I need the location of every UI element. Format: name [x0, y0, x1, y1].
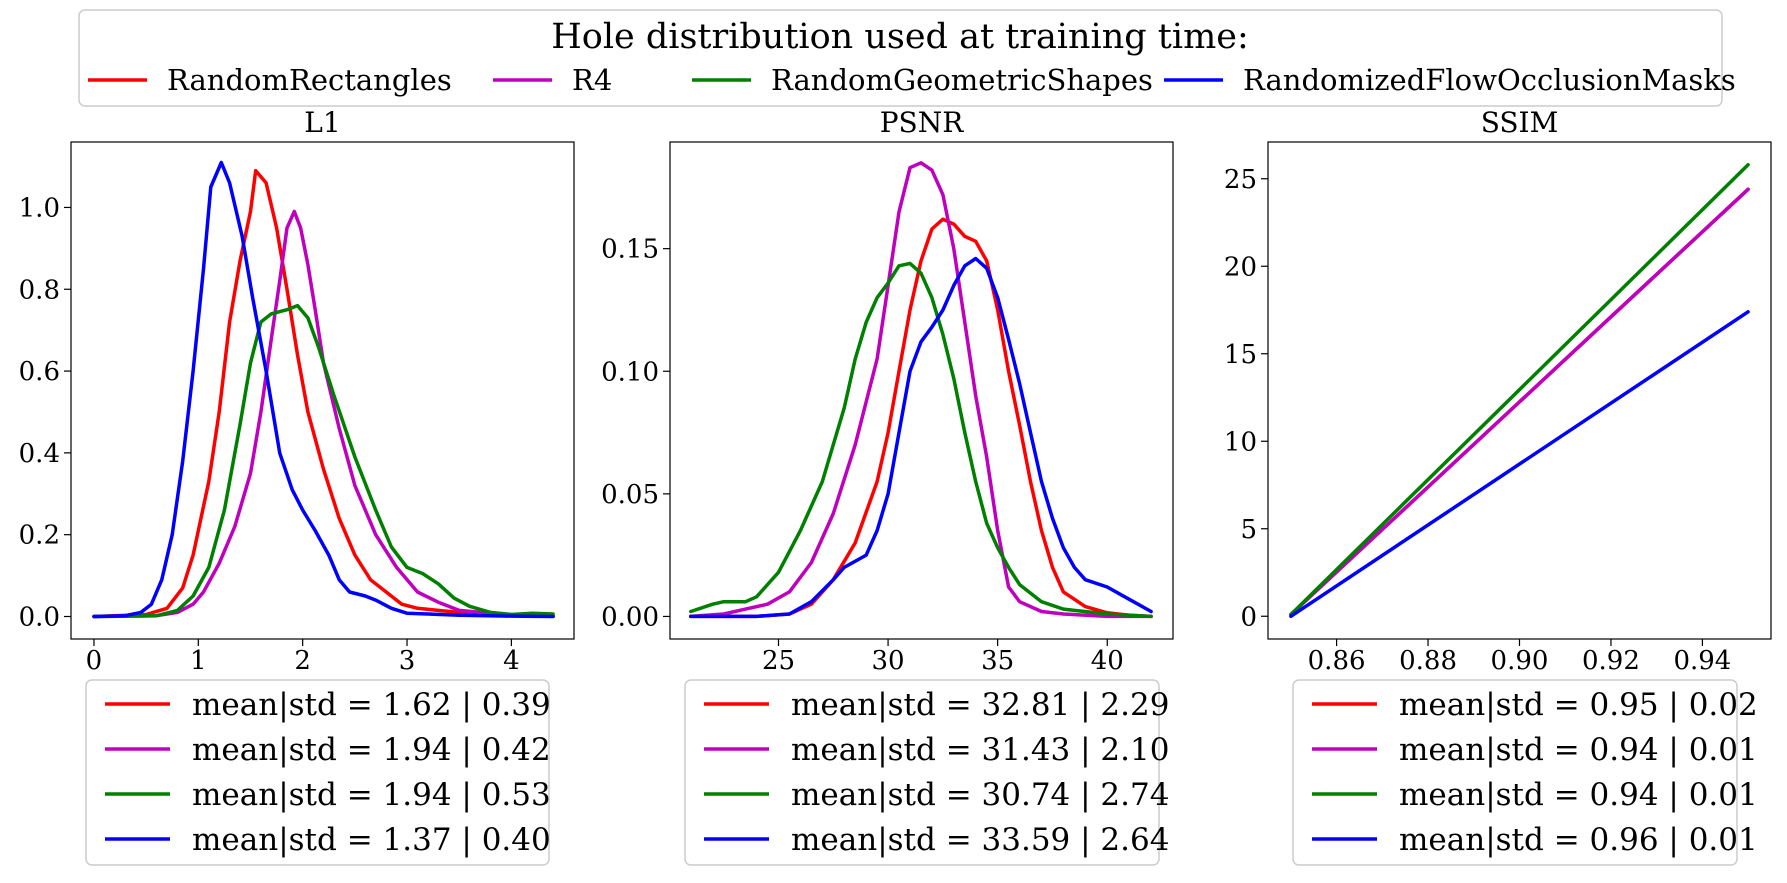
- x-tick-label: 0: [86, 646, 103, 676]
- stats-label-randomgeometricshapes: mean|std = 1.94 | 0.53: [192, 777, 551, 813]
- top-legend-frame: [78, 9, 1723, 107]
- series-lines: [689, 161, 1153, 619]
- stats-label-randomizedflowocclusionmasks: mean|std = 0.96 | 0.01: [1399, 822, 1758, 858]
- stats-legend-frame: [684, 679, 1160, 866]
- x-tick-label: 4: [503, 646, 520, 676]
- series-lines: [92, 160, 555, 619]
- x-tick-label: 3: [399, 646, 416, 676]
- y-tick-label: 0: [1240, 602, 1257, 632]
- stats-label-r4: mean|std = 0.94 | 0.01: [1399, 732, 1758, 768]
- axes-frame: [669, 141, 1174, 640]
- x-tick-label: 0.90: [1491, 646, 1549, 676]
- stats-legend-frame: [1292, 679, 1738, 866]
- stats-label-randomrectangles: mean|std = 1.62 | 0.39: [192, 687, 551, 723]
- x-tick-label: 2: [294, 646, 311, 676]
- stats-label-randomizedflowocclusionmasks: mean|std = 1.37 | 0.40: [192, 822, 551, 858]
- x-tick-label: 0.86: [1308, 646, 1366, 676]
- series-line-randomgeometricshapes: [689, 261, 1153, 619]
- x-tick-label: 0.88: [1399, 646, 1457, 676]
- series-line-randomizedflowocclusionmasks: [689, 256, 1153, 619]
- stats-label-randomgeometricshapes: mean|std = 0.94 | 0.01: [1399, 777, 1758, 813]
- y-tick-label: 15: [1224, 340, 1257, 370]
- top-legend: Hole distribution used at training time:…: [78, 9, 1736, 107]
- y-tick-label: 0.10: [601, 357, 659, 387]
- stats-legend-psnr: mean|std = 32.81 | 2.29 mean|std = 31.43 …: [684, 679, 1169, 866]
- stats-label-r4: mean|std = 31.43 | 2.10: [791, 732, 1169, 768]
- x-tick-label: 1: [190, 646, 207, 676]
- stats-legend-l1: mean|std = 1.62 | 0.39 mean|std = 1.94 | …: [85, 679, 551, 866]
- y-tick-label: 5: [1240, 515, 1257, 545]
- stats-label-randomrectangles: mean|std = 0.95 | 0.02: [1399, 687, 1758, 723]
- y-tick-label: 0.2: [19, 521, 60, 551]
- x-tick-label: 35: [981, 646, 1014, 676]
- x-tick-label: 25: [762, 646, 795, 676]
- y-tick-label: 0.8: [19, 275, 60, 305]
- y-tick-label: 20: [1224, 252, 1257, 282]
- axes-frame: [70, 141, 575, 640]
- series-line-randomrectangles: [689, 217, 1153, 619]
- legend-label-r4: R4: [572, 63, 612, 97]
- series-line-r4: [92, 209, 555, 619]
- series-line-randomizedflowocclusionmasks: [92, 160, 555, 619]
- y-tick-label: 25: [1224, 165, 1257, 195]
- series-line-randomgeometricshapes: [92, 303, 555, 619]
- stats-label-randomrectangles: mean|std = 32.81 | 2.29: [791, 687, 1169, 723]
- stats-legend-frame: [85, 679, 550, 866]
- x-tick-label: 40: [1091, 646, 1124, 676]
- stats-label-randomizedflowocclusionmasks: mean|std = 33.59 | 2.64: [791, 822, 1169, 858]
- panel-psnr: PSNR 25 30 35 40 0.00 0.05 0.10 0.15 mean|std = 3…: [601, 106, 1174, 866]
- panel-title-l1: L1: [304, 106, 340, 139]
- panel-title-ssim: SSIM: [1481, 106, 1559, 139]
- stats-label-randomgeometricshapes: mean|std = 30.74 | 2.74: [791, 777, 1169, 813]
- y-tick-label: 1.0: [19, 193, 60, 223]
- panel-l1: L1 0 1 2 3 4 0.0 0.2 0.4 0.6 0.8 1.0 mean|std = 1.62…: [19, 106, 575, 866]
- y-tick-label: 0.0: [19, 603, 60, 633]
- series-line-randomgeometricshapes: [1289, 163, 1750, 617]
- series-line-r4: [1289, 187, 1750, 617]
- x-tick-label: 30: [872, 646, 905, 676]
- x-tick-label: 0.94: [1673, 646, 1731, 676]
- y-tick-label: 0.05: [601, 480, 659, 510]
- y-tick-label: 0.6: [19, 357, 60, 387]
- series-line-r4: [689, 161, 1153, 619]
- x-tick-label: 0.92: [1582, 646, 1640, 676]
- panel-ssim: SSIM 0.86 0.88 0.90 0.92 0.94 0 5 10 15 20 25 mean|s…: [1224, 106, 1772, 866]
- y-tick-label: 0.4: [19, 439, 60, 469]
- legend-label-randomgeometricshapes: RandomGeometricShapes: [771, 63, 1153, 97]
- series-line-randomrectangles: [92, 168, 555, 619]
- stats-legend-ssim: mean|std = 0.95 | 0.02 mean|std = 0.94 | …: [1292, 679, 1758, 866]
- y-tick-label: 0.00: [601, 602, 659, 632]
- series-line-randomizedflowocclusionmasks: [1289, 310, 1750, 619]
- stats-label-r4: mean|std = 1.94 | 0.42: [192, 732, 551, 768]
- panel-title-psnr: PSNR: [880, 106, 965, 139]
- y-tick-label: 10: [1224, 427, 1257, 457]
- series-lines: [1289, 163, 1750, 619]
- figure-title: Hole distribution used at training time:: [551, 17, 1249, 57]
- legend-label-randomrectangles: RandomRectangles: [167, 63, 452, 97]
- legend-label-randomizedflowocclusionmasks: RandomizedFlowOcclusionMasks: [1243, 63, 1736, 97]
- y-tick-label: 0.15: [601, 235, 659, 265]
